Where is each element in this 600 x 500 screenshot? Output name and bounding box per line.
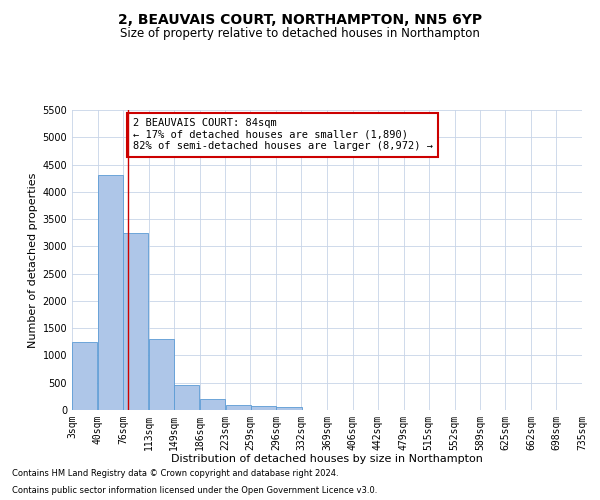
Text: Contains public sector information licensed under the Open Government Licence v3: Contains public sector information licen…	[12, 486, 377, 495]
Bar	[174, 386, 199, 410]
Bar	[123, 232, 148, 410]
Bar	[226, 404, 251, 410]
Text: Contains HM Land Registry data © Crown copyright and database right 2024.: Contains HM Land Registry data © Crown c…	[12, 468, 338, 477]
X-axis label: Distribution of detached houses by size in Northampton: Distribution of detached houses by size …	[171, 454, 483, 464]
Bar	[200, 399, 225, 410]
Text: 2 BEAUVAIS COURT: 84sqm
← 17% of detached houses are smaller (1,890)
82% of semi: 2 BEAUVAIS COURT: 84sqm ← 17% of detache…	[133, 118, 433, 152]
Bar	[149, 339, 174, 410]
Bar	[277, 406, 302, 410]
Text: 2, BEAUVAIS COURT, NORTHAMPTON, NN5 6YP: 2, BEAUVAIS COURT, NORTHAMPTON, NN5 6YP	[118, 12, 482, 26]
Bar	[73, 342, 97, 410]
Bar	[98, 176, 123, 410]
Text: Size of property relative to detached houses in Northampton: Size of property relative to detached ho…	[120, 28, 480, 40]
Y-axis label: Number of detached properties: Number of detached properties	[28, 172, 38, 348]
Bar	[251, 406, 276, 410]
